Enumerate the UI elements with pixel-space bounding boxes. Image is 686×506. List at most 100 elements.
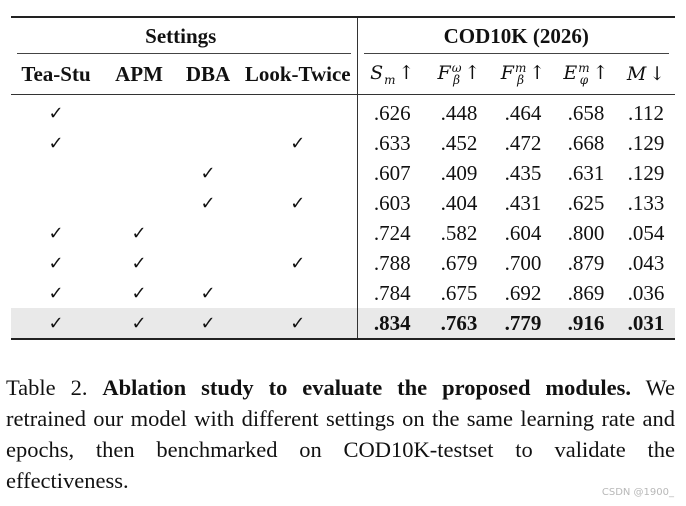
table-row: ✓ ✓ .603 .404 .431 .625 .133 — [11, 188, 675, 219]
table-row: ✓ ✓ ✓ .784 .675 .692 .869 .036 — [11, 278, 675, 309]
metric-value-cell: .626 — [356, 94, 427, 129]
metric-value-cell: .668 — [567, 131, 605, 156]
metric-value-cell: .448 — [440, 101, 478, 126]
table-row: ✓ ✓ ✓ .788 .679 .700 .879 .043 — [11, 248, 675, 279]
table-row: ✓ .626 .448 .464 .658 .112 — [11, 94, 675, 129]
metric-value-cell: .464 — [504, 101, 542, 126]
setting-cell-apm: ✓ — [131, 282, 147, 304]
metric-value-cell: .054 — [627, 221, 665, 245]
col-header-tea-stu: Tea-Stu — [11, 54, 101, 95]
setting-cell-tea-stu: ✓ — [48, 252, 64, 274]
metric-value-cell: .603 — [356, 188, 427, 219]
table-row: ✓ ✓ .633 .452 .472 .668 .129 — [11, 128, 675, 159]
col-header-dba: DBA — [177, 54, 239, 95]
setting-cell-apm: ✓ — [131, 223, 147, 244]
metric-value-cell: .607 — [356, 158, 427, 189]
metric-value-cell: .409 — [440, 161, 478, 186]
metric-symbol: S — [370, 62, 384, 84]
metric-direction-arrow: ↑ — [529, 62, 546, 84]
caption-title: Ablation study to evaluate the proposed … — [102, 375, 632, 400]
table-caption: Table 2. Ablation study to evaluate the … — [6, 372, 675, 496]
metric-subscript: β — [517, 73, 525, 87]
metric-subscript: β — [453, 73, 461, 87]
metric-value-cell: .036 — [627, 280, 665, 305]
metric-subscript: φ — [579, 73, 589, 87]
metric-symbol: F — [437, 62, 451, 84]
metric-subscript: m — [384, 73, 396, 87]
metric-value-cell: .724 — [356, 218, 427, 249]
metric-value-cell: .675 — [440, 280, 478, 305]
setting-cell-tea-stu: ✓ — [48, 223, 64, 244]
metric-value-cell: .112 — [628, 101, 665, 126]
setting-cell-apm: ✓ — [101, 308, 177, 340]
metric-direction-arrow: ↑ — [592, 62, 609, 84]
setting-cell-look-twice: ✓ — [290, 193, 306, 215]
col-header-apm: APM — [101, 54, 177, 95]
setting-cell-look-twice — [239, 278, 357, 308]
caption-body: We retrained our model with different se… — [6, 375, 675, 493]
setting-cell-dba: ✓ — [200, 282, 216, 304]
metric-value-cell: .133 — [627, 191, 665, 216]
metric-value-cell: .431 — [504, 191, 542, 216]
setting-cell-tea-stu — [11, 159, 101, 189]
metric-superscript: m — [578, 61, 590, 75]
setting-cell-dba — [177, 219, 239, 249]
metric-value-cell: .916 — [555, 308, 617, 340]
setting-cell-look-twice: ✓ — [239, 308, 357, 340]
setting-cell-apm — [101, 129, 177, 159]
settings-group-header: Settings — [11, 17, 357, 54]
metric-value-cell: .631 — [567, 161, 605, 186]
setting-cell-dba — [177, 129, 239, 159]
metric-symbol: F — [500, 62, 514, 84]
table-row: ✓ ✓ ✓ ✓ .834.763.779.916.031 — [11, 308, 676, 340]
setting-cell-look-twice: ✓ — [290, 133, 306, 155]
metric-value-cell: .784 — [356, 278, 427, 309]
metric-value-cell: .604 — [504, 221, 542, 245]
metric-value-cell: .452 — [440, 131, 478, 156]
dataset-group-header: COD10K (2026) — [356, 17, 676, 54]
metric-value-cell: .435 — [504, 161, 542, 186]
setting-cell-tea-stu: ✓ — [11, 308, 101, 340]
metric-value-cell: .692 — [504, 280, 542, 305]
setting-cell-apm — [101, 95, 177, 129]
setting-cell-look-twice — [239, 159, 357, 189]
ablation-table: Settings COD10K (2026) Tea-Stu APM DBA L… — [11, 16, 676, 341]
metric-value-cell: .129 — [627, 131, 665, 156]
metric-symbol: M — [626, 63, 647, 85]
setting-cell-look-twice — [239, 95, 357, 129]
metric-value-cell: .472 — [504, 131, 542, 156]
setting-cell-apm — [101, 159, 177, 189]
metric-value-cell: .834 — [356, 308, 427, 340]
col-header-metric-4: M ↓ — [617, 54, 676, 95]
setting-cell-tea-stu: ✓ — [48, 282, 64, 304]
setting-cell-look-twice: ✓ — [290, 252, 306, 274]
metric-value-cell: .582 — [440, 221, 478, 245]
col-header-look-twice: Look-Twice — [239, 54, 357, 95]
ablation-table-container: Settings COD10K (2026) Tea-Stu APM DBA L… — [11, 16, 676, 341]
metric-superscript: m — [514, 61, 527, 75]
metric-direction-arrow: ↑ — [398, 62, 415, 84]
group-header-row: Settings COD10K (2026) — [11, 17, 676, 54]
setting-cell-dba: ✓ — [177, 308, 239, 340]
metric-value-cell: .043 — [627, 250, 665, 275]
setting-cell-dba: ✓ — [200, 163, 216, 185]
metric-value-cell: .700 — [504, 250, 542, 275]
metric-value-cell: .763 — [427, 308, 491, 340]
setting-cell-dba: ✓ — [200, 193, 216, 215]
metric-direction-arrow: ↑ — [464, 62, 481, 84]
metric-value-cell: .633 — [356, 128, 427, 159]
table-row: ✓ ✓ .724 .582 .604 .800 .054 — [11, 218, 675, 249]
setting-cell-dba — [177, 248, 239, 278]
setting-cell-dba — [177, 95, 239, 129]
setting-cell-apm: ✓ — [131, 252, 147, 274]
setting-cell-look-twice — [239, 219, 357, 249]
metric-value-cell: .879 — [567, 250, 605, 275]
metric-superscript: ω — [451, 61, 462, 75]
table-row: ✓ .607 .409 .435 .631 .129 — [11, 158, 675, 189]
metric-value-cell: .869 — [567, 280, 605, 305]
